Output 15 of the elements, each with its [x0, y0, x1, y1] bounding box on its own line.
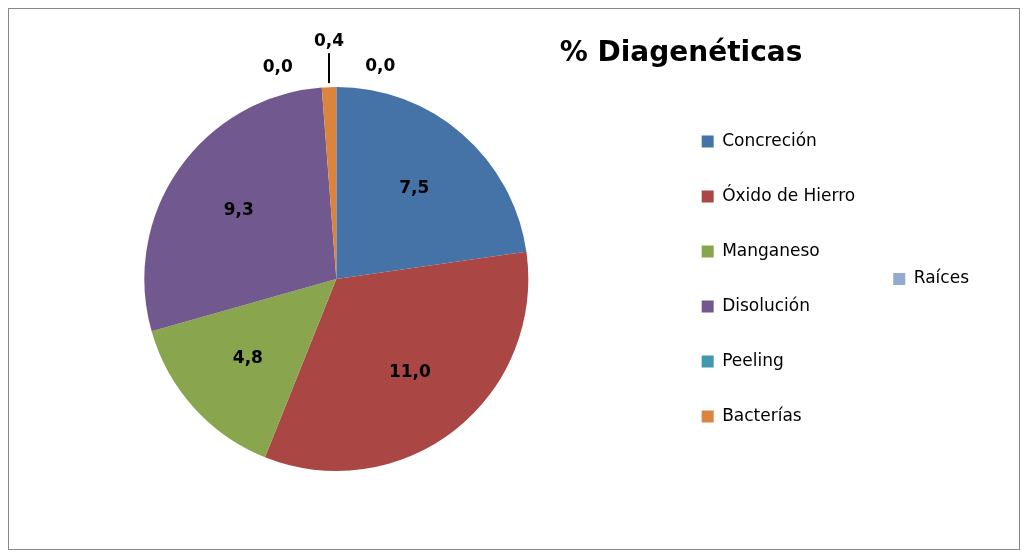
data-label: 9,3 — [223, 199, 254, 220]
data-label: 7,5 — [399, 177, 430, 198]
data-label: 0,4 — [313, 29, 345, 50]
legend-label: Óxido de Hierro — [722, 183, 856, 205]
text: 0,0 — [365, 55, 396, 76]
legend-label: Raíces — [913, 267, 970, 288]
data-label: 11,0 — [388, 360, 432, 381]
legend-label: Peeling — [722, 349, 784, 370]
legend-label: Disolución — [722, 294, 810, 315]
legend-label: Manganeso — [722, 239, 820, 260]
text: 0,0 — [262, 55, 293, 76]
legend-label: Bacterías — [722, 404, 802, 425]
legend-label: Concreción — [722, 129, 817, 150]
data-label: 4,8 — [232, 347, 263, 368]
chart-title: % Diagenéticas — [559, 35, 803, 69]
